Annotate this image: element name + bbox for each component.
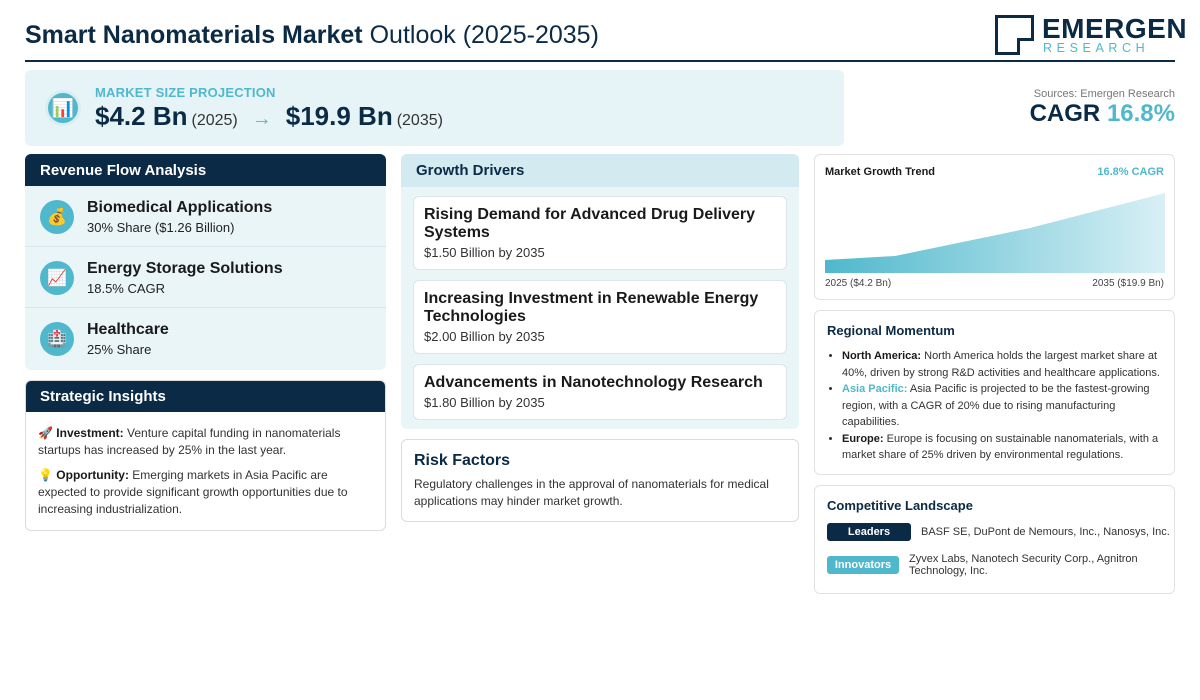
growth-drivers-title: Growth Drivers: [401, 154, 799, 187]
risk-factors-card: Risk Factors Regulatory challenges in th…: [401, 439, 799, 522]
cagr-value: 16.8%: [1106, 100, 1175, 127]
driver-value: $1.80 Billion by 2035: [424, 395, 545, 410]
driver-title: Advancements in Nanotechnology Research: [424, 374, 763, 391]
risk-factors-text: Regulatory challenges in the approval of…: [414, 477, 769, 508]
revenue-item: 🏥 Healthcare 25% Share: [25, 308, 386, 369]
regional-item: Asia Pacific: Asia Pacific is projected …: [842, 381, 1162, 431]
competitive-landscape-card: Competitive Landscape Leaders BASF SE, D…: [814, 485, 1175, 594]
strategic-insights-card: Strategic Insights 🚀 Investment: Venture…: [25, 380, 386, 531]
innovators-text: Zyvex Labs, Nanotech Security Corp., Agn…: [909, 553, 1138, 577]
hospital-icon: 🏥: [40, 322, 74, 356]
trend-start-label: 2025 ($4.2 Bn): [825, 278, 892, 289]
insight-text: Emerging markets in Asia Pacific are exp…: [38, 468, 348, 516]
regional-title: Regional Momentum: [827, 323, 955, 338]
arrow-right-icon: →: [251, 108, 272, 130]
regional-item: Europe: Europe is focusing on sustainabl…: [842, 431, 1162, 464]
revenue-item: 💰 Biomedical Applications 30% Share ($1.…: [25, 186, 386, 247]
insights-body: 🚀 Investment: Venture capital funding in…: [26, 412, 385, 530]
innovators-badge: Innovators: [827, 556, 899, 574]
market-size-projection: 📊 MARKET SIZE PROJECTION $4.2 Bn (2025) → $…: [25, 70, 844, 146]
region-text: Asia Pacific is projected to be the fast…: [842, 383, 1150, 428]
logo-mark-icon: [995, 15, 1034, 55]
projection-label: MARKET SIZE PROJECTION: [95, 85, 276, 100]
insight-item: 💡 Opportunity: Emerging markets in Asia …: [38, 467, 373, 518]
driver-card: Rising Demand for Advanced Drug Delivery…: [413, 196, 787, 270]
insight-item: 🚀 Investment: Venture capital funding in…: [38, 425, 373, 459]
region-label: Asia Pacific:: [842, 383, 908, 395]
growth-drivers-card: Growth Drivers Rising Demand for Advance…: [401, 154, 799, 429]
driver-value: $2.00 Billion by 2035: [424, 329, 545, 344]
trend-area-chart: [825, 193, 1165, 273]
revenue-flow-card: Revenue Flow Analysis 💰 Biomedical Appli…: [25, 154, 386, 370]
revenue-item-sub: 18.5% CAGR: [87, 281, 166, 296]
trend-cagr: 16.8% CAGR: [1097, 166, 1164, 178]
revenue-flow-title: Revenue Flow Analysis: [25, 154, 386, 186]
strategic-insights-title: Strategic Insights: [26, 381, 385, 412]
sources-note: Sources: Emergen Research: [1033, 88, 1175, 100]
region-text: Europe is focusing on sustainable nanoma…: [842, 432, 1159, 462]
revenue-item-title: Healthcare: [87, 321, 169, 338]
revenue-item-sub: 25% Share: [87, 342, 152, 357]
page-title: Smart Nanomaterials Market Outlook (2025…: [25, 21, 599, 50]
leaders-text: BASF SE, DuPont de Nemours, Inc., Nanosy…: [921, 526, 1170, 538]
trend-up-icon: 📈: [40, 261, 74, 295]
innovators-row: Innovators Zyvex Labs, Nanotech Security…: [827, 553, 1159, 577]
driver-title: Increasing Investment in Renewable Energ…: [424, 290, 759, 325]
region-text: North America holds the largest market s…: [842, 350, 1160, 379]
projection-end-year: (2035): [396, 112, 443, 129]
insight-text: Venture capital funding in nanomaterials…: [38, 426, 341, 457]
cagr-label: CAGR: [1029, 100, 1101, 127]
trend-title: Market Growth Trend: [825, 166, 936, 178]
page-title-rest: Outlook (2025-2035): [369, 21, 599, 49]
emergen-logo[interactable]: EMERGEN RESEARCH: [995, 14, 1187, 56]
regional-momentum-card: Regional Momentum North America: North A…: [814, 310, 1175, 475]
logo-name: EMERGEN: [1042, 13, 1188, 44]
driver-value: $1.50 Billion by 2035: [424, 245, 545, 260]
projection-start-year: (2025): [191, 112, 238, 129]
projection-start-value: $4.2 Bn: [95, 101, 188, 131]
cagr-summary: CAGR 16.8%: [1030, 100, 1175, 128]
leaders-badge: Leaders: [827, 523, 911, 541]
region-label: Europe:: [842, 432, 884, 445]
regional-item: North America: North America holds the l…: [842, 348, 1162, 381]
page-header: Smart Nanomaterials Market Outlook (2025…: [25, 12, 1187, 62]
revenue-item-title: Energy Storage Solutions: [87, 260, 283, 277]
page-title-bold: Smart Nanomaterials Market: [25, 21, 363, 49]
region-label: North America:: [842, 350, 922, 362]
risk-factors-title: Risk Factors: [414, 452, 511, 469]
competitive-title: Competitive Landscape: [827, 498, 973, 513]
revenue-item-title: Biomedical Applications: [87, 199, 273, 216]
insight-label: Investment:: [56, 426, 124, 440]
lightbulb-icon: 💡: [38, 468, 53, 482]
regional-list: North America: North America holds the l…: [827, 348, 1162, 464]
logo-sub: RESEARCH: [1043, 41, 1150, 55]
trend-end-label: 2035 ($19.9 Bn): [1092, 278, 1164, 289]
revenue-item-sub: 30% Share ($1.26 Billion): [87, 220, 235, 235]
driver-title: Rising Demand for Advanced Drug Delivery…: [424, 206, 756, 241]
market-growth-trend-card: Market Growth Trend 16.8% CAGR 2025 ($4.…: [814, 154, 1175, 300]
leaders-row: Leaders BASF SE, DuPont de Nemours, Inc.…: [827, 523, 1171, 541]
insight-label: Opportunity:: [56, 468, 129, 482]
projection-values: $4.2 Bn (2025) → $19.9 Bn (2035): [95, 101, 443, 132]
trend-area: [825, 193, 1165, 273]
money-bag-icon: 💰: [40, 200, 74, 234]
bar-chart-icon: 📊: [45, 90, 81, 126]
projection-end-value: $19.9 Bn: [285, 101, 393, 131]
driver-card: Increasing Investment in Renewable Energ…: [413, 280, 787, 354]
driver-card: Advancements in Nanotechnology Research …: [413, 364, 787, 420]
revenue-item: 📈 Energy Storage Solutions 18.5% CAGR: [25, 247, 386, 308]
rocket-icon: 🚀: [38, 426, 53, 440]
